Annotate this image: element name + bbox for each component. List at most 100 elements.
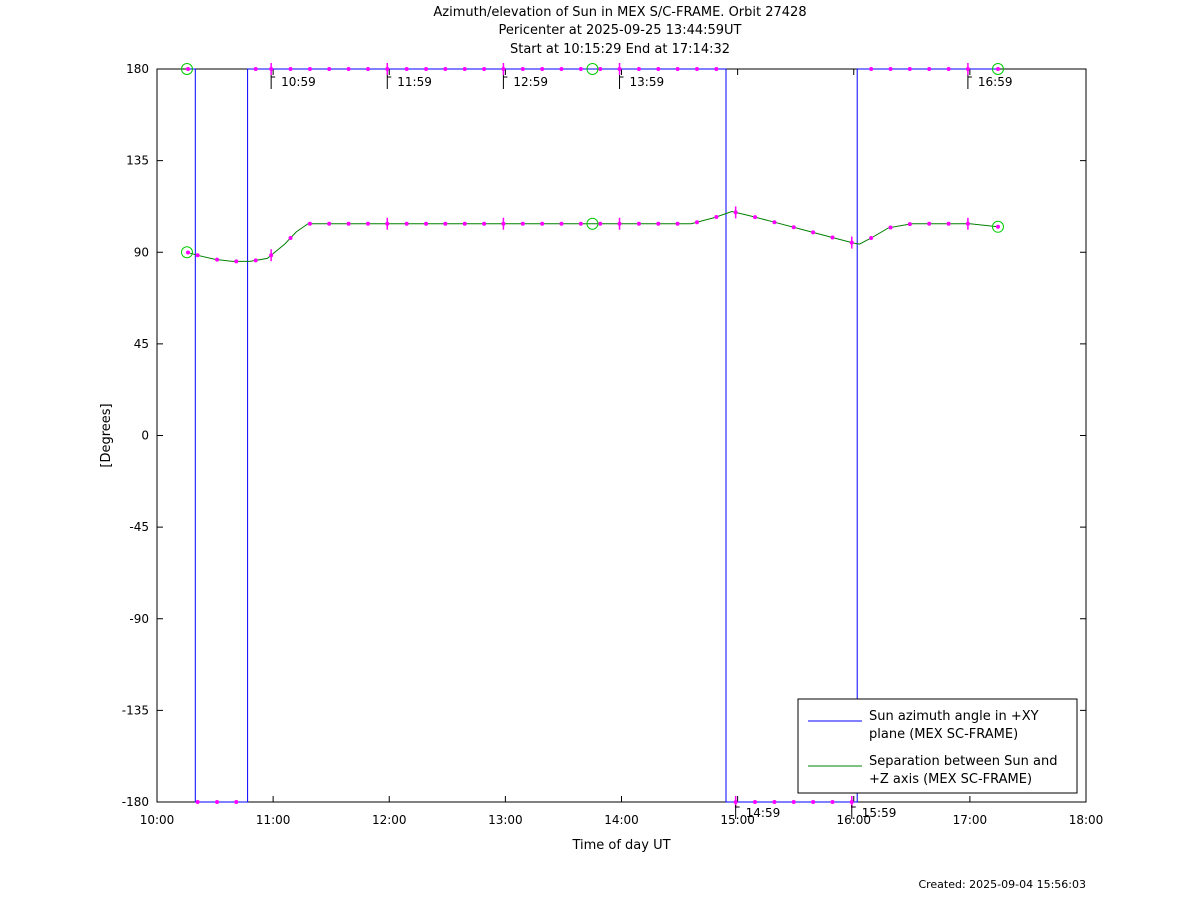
separation-marker-point — [253, 258, 258, 263]
y-tick-label: 180 — [126, 62, 149, 76]
separation-marker-point — [888, 225, 893, 230]
azimuth-marker-point — [520, 67, 525, 71]
separation-marker-point — [656, 221, 661, 226]
y-tick-label: -135 — [122, 703, 149, 717]
separation-marker-point — [288, 235, 293, 240]
azimuth-marker-point — [772, 800, 777, 804]
separation-marker-point — [346, 221, 351, 226]
azimuth-marker-point — [307, 67, 312, 71]
azimuth-marker-point — [888, 67, 893, 71]
azimuth-marker-point — [694, 67, 699, 71]
x-tick-label: 17:00 — [953, 813, 988, 827]
separation-marker-point — [462, 221, 467, 226]
separation-marker-point — [869, 235, 874, 240]
y-tick-label: 45 — [134, 337, 149, 351]
x-tick-label: 13:00 — [488, 813, 523, 827]
time-annotation-label: 14:59 — [746, 806, 781, 820]
azimuth-marker-point — [253, 67, 258, 71]
separation-marker-point — [811, 230, 816, 235]
azimuth-marker-point — [578, 67, 583, 71]
azimuth-marker-point — [327, 67, 332, 71]
azimuth-marker-point — [811, 800, 816, 804]
separation-marker-point — [195, 253, 200, 258]
separation-marker-point — [540, 221, 545, 226]
azimuth-marker-point — [462, 67, 467, 71]
separation-marker-point — [482, 221, 487, 226]
separation-marker-point — [186, 250, 191, 255]
azimuth-marker-point — [656, 67, 661, 71]
series-line-azimuth — [187, 68, 998, 803]
plot-frame — [156, 68, 1087, 803]
legend-box — [797, 698, 1078, 794]
azimuth-marker-point — [443, 67, 448, 71]
x-tick-label: 10:00 — [140, 813, 175, 827]
azimuth-marker-point — [404, 67, 409, 71]
azimuth-marker-point — [830, 800, 835, 804]
azimuth-marker-point — [195, 800, 200, 804]
chart-title: Azimuth/elevation of Sun in MEX S/C-FRAM… — [433, 5, 807, 20]
time-annotation-label: 16:59 — [978, 75, 1013, 89]
separation-marker-point — [307, 221, 312, 226]
y-tick-label: 135 — [126, 154, 149, 168]
azimuth-marker-point — [186, 67, 191, 71]
y-tick-label: -180 — [122, 795, 149, 809]
azimuth-marker-point — [995, 67, 1000, 71]
azimuth-marker-point — [346, 67, 351, 71]
azimuth-marker-point — [598, 67, 603, 71]
azimuth-marker-point — [288, 67, 293, 71]
x-tick-label: 18:00 — [1069, 813, 1104, 827]
y-tick-label: 90 — [134, 245, 149, 259]
separation-marker-point — [443, 221, 448, 226]
azimuth-marker-point — [714, 67, 719, 71]
x-tick-label: 15:00 — [720, 813, 755, 827]
separation-marker-point — [694, 220, 699, 225]
chart-subtitle-pericenter: Pericenter at 2025-09-25 13:44:59UT — [498, 23, 742, 38]
y-tick-label: 0 — [141, 429, 149, 443]
azimuth-marker-point — [482, 67, 487, 71]
y-tick-label: -45 — [129, 520, 149, 534]
azimuth-marker-point — [869, 67, 874, 71]
time-annotation-label: 15:59 — [862, 806, 897, 820]
separation-marker-point — [520, 221, 525, 226]
legend-label: Sun azimuth angle in +XY — [869, 709, 1039, 724]
azimuth-circle-marker — [991, 63, 1004, 75]
separation-marker-point — [791, 225, 796, 230]
separation-marker-point — [215, 257, 220, 262]
azimuth-marker-point — [791, 800, 796, 804]
time-annotation-label: 10:59 — [281, 75, 316, 89]
separation-circle-marker — [180, 246, 193, 259]
separation-marker-point — [995, 224, 1000, 229]
separation-marker-point — [830, 235, 835, 240]
legend-label: plane (MEX SC-FRAME) — [869, 727, 1018, 742]
x-tick-label: 16:00 — [836, 813, 871, 827]
azimuth-marker-point — [540, 67, 545, 71]
separation-marker-point — [327, 221, 332, 226]
azimuth-marker-point — [946, 67, 951, 71]
chart-subtitle-start-end: Start at 10:15:29 End at 17:14:32 — [509, 42, 731, 57]
azimuth-marker-point — [365, 67, 370, 71]
time-annotation-label: 12:59 — [513, 75, 548, 89]
azimuth-circle-marker — [180, 63, 193, 75]
series-line-separation — [187, 210, 998, 262]
legend-label: Separation between Sun and — [869, 754, 1057, 769]
separation-marker-point — [753, 215, 758, 220]
separation-marker-point — [927, 221, 932, 226]
separation-marker-point — [404, 221, 409, 226]
time-annotation-label: 11:59 — [397, 75, 432, 89]
azimuth-marker-point — [675, 67, 680, 71]
azimuth-marker-point — [927, 67, 932, 71]
legend-label: +Z axis (MEX SC-FRAME) — [869, 772, 1032, 787]
time-annotation-label: 13:59 — [630, 75, 665, 89]
x-tick-label: 14:00 — [604, 813, 639, 827]
separation-marker-point — [714, 214, 719, 219]
separation-marker-point — [598, 221, 603, 226]
created-timestamp: Created: 2025-09-04 15:56:03 — [918, 878, 1086, 891]
azimuth-marker-point — [636, 67, 641, 71]
separation-marker-point — [675, 221, 680, 226]
separation-marker-point — [578, 221, 583, 226]
x-tick-label: 12:00 — [372, 813, 407, 827]
separation-marker-point — [907, 222, 912, 227]
separation-marker-point — [946, 221, 951, 226]
azimuth-marker-point — [215, 800, 220, 804]
